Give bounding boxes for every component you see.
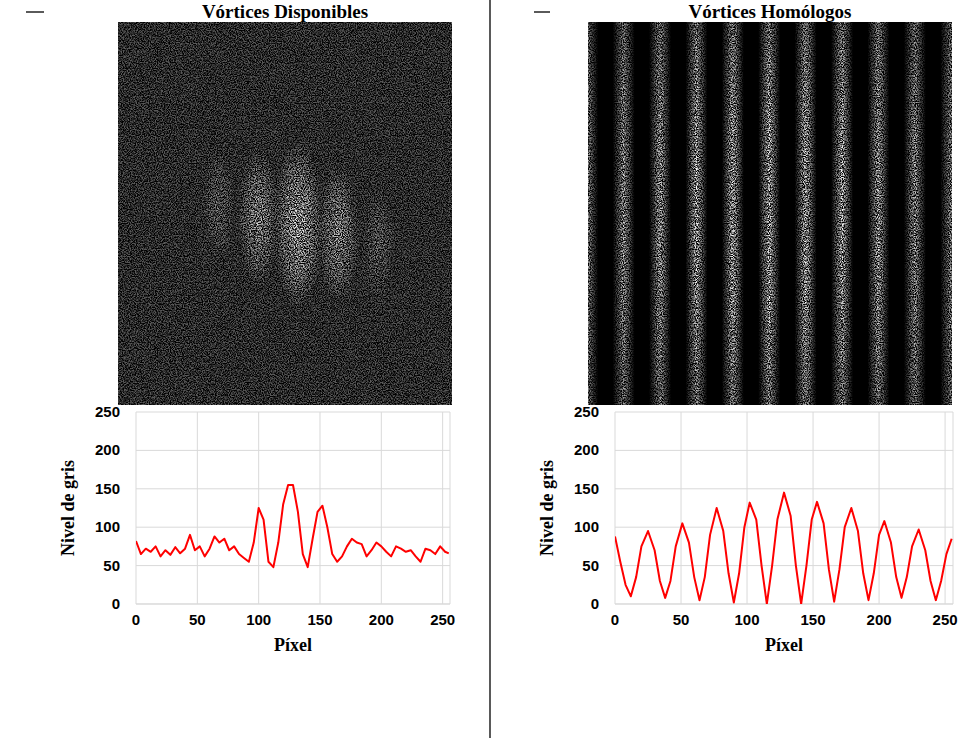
grid-line: [615, 412, 953, 413]
axis-line: [615, 604, 953, 605]
tick-label: 50: [673, 611, 690, 628]
axis-line: [450, 412, 451, 604]
tick-label: 250: [95, 403, 120, 420]
tick-label: 50: [103, 557, 120, 574]
divider: [489, 0, 490, 738]
speckle-image: [588, 22, 952, 405]
tick-label: 150: [574, 480, 599, 497]
grid-line: [615, 450, 953, 451]
tick-label: 200: [867, 611, 892, 628]
data-line: [136, 485, 449, 567]
grid-line: [381, 412, 382, 604]
grid-line: [615, 565, 953, 566]
panel-title: Vórtices Disponibles: [202, 1, 368, 22]
grid-line: [615, 488, 953, 489]
tick-label: 50: [582, 557, 599, 574]
tick-label: 50: [189, 611, 206, 628]
grid-line: [615, 527, 953, 528]
plot-area: [615, 493, 952, 604]
figure: 0 50 100 150 200 250 0 50 100 150 200 250 Píxel Nivel…: [0, 0, 973, 738]
grid-line: [197, 412, 198, 604]
tick-label: 200: [574, 441, 599, 458]
tick-label: 200: [95, 441, 120, 458]
grid-line: [813, 412, 814, 604]
tick-label: 250: [574, 403, 599, 420]
axis-title: Nivel de gris: [537, 460, 557, 556]
panel-title: Vórtices Homólogos: [688, 1, 851, 22]
grid-line: [681, 412, 682, 604]
grid-line: [442, 412, 443, 604]
axis-title: Píxel: [765, 635, 803, 655]
grid-line: [136, 565, 450, 566]
grid-line: [136, 412, 137, 604]
plot-area: [136, 485, 449, 567]
axis-title: Píxel: [274, 635, 312, 655]
grid-line: [136, 412, 450, 413]
grid-line: [136, 527, 450, 528]
tick-label: 0: [112, 595, 120, 612]
data-line: [615, 493, 952, 604]
grid-line: [615, 412, 616, 604]
axis-title: Nivel de gris: [58, 460, 78, 556]
tick-label: 100: [246, 611, 271, 628]
tick-label: 0: [611, 611, 619, 628]
frame-line: [26, 11, 44, 12]
axis-line: [953, 412, 954, 604]
tick-label: 0: [591, 595, 599, 612]
axis-line: [136, 604, 450, 605]
grid-line: [879, 412, 880, 604]
tick-label: 100: [95, 518, 120, 535]
tick-label: 0: [132, 611, 140, 628]
tick-label: 150: [307, 611, 332, 628]
tick-label: 100: [574, 518, 599, 535]
speckle-image: [118, 22, 452, 405]
tick-label: 250: [933, 611, 958, 628]
tick-label: 150: [95, 480, 120, 497]
tick-label: 250: [430, 611, 455, 628]
chart-panel: 0 50 100 150 200 250 0 50 100 150 200 250 Píxel Nivel…: [537, 403, 958, 655]
grid-line: [747, 412, 748, 604]
grid-line: [136, 604, 450, 605]
tick-label: 150: [801, 611, 826, 628]
chart-panel: 0 50 100 150 200 250 0 50 100 150 200 250 Píxel Nivel…: [58, 403, 455, 655]
tick-label: 100: [735, 611, 760, 628]
grid-line: [945, 412, 946, 604]
tick-label: 200: [369, 611, 394, 628]
grid-line: [136, 450, 450, 451]
grid-line: [615, 604, 953, 605]
frame-line: [534, 11, 550, 12]
